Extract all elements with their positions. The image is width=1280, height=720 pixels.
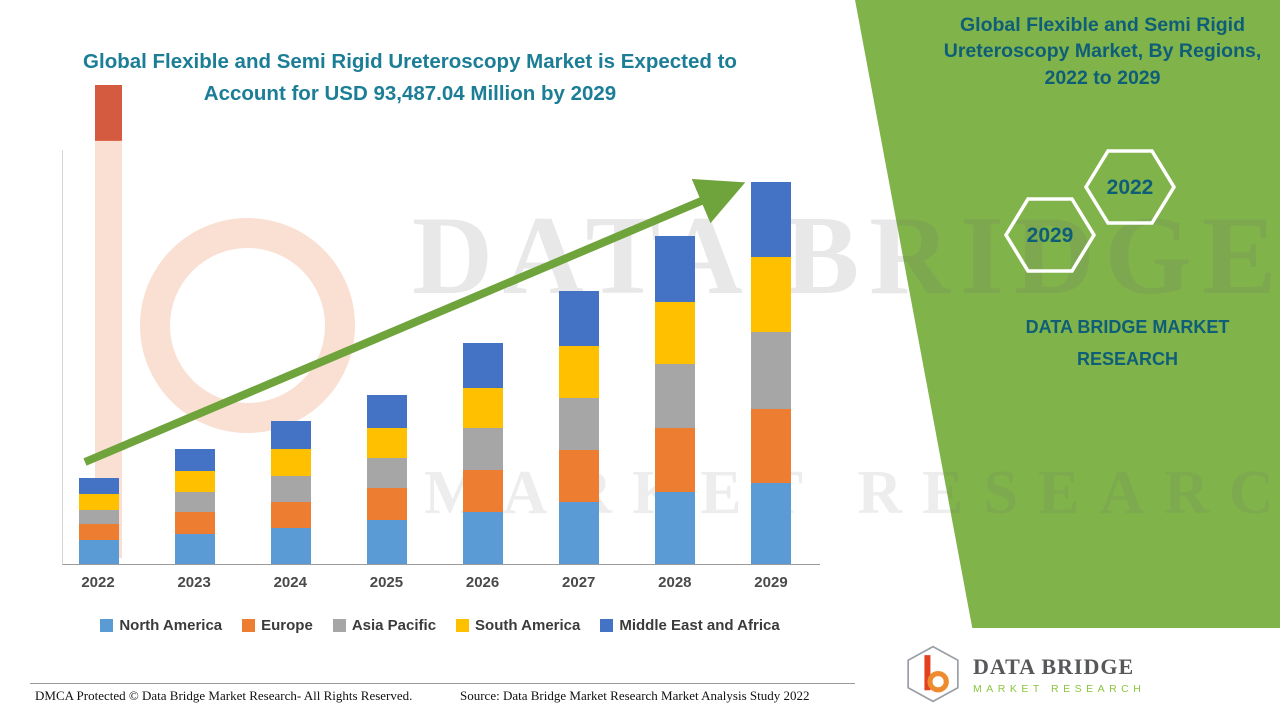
x-axis-label-2023: 2023: [177, 574, 211, 591]
stacked-bar-2028: [655, 235, 695, 564]
bar-segment-asia-pacific: [463, 427, 503, 471]
bar-segment-middle-east-and-africa: [751, 182, 791, 258]
hexagon-2022-label: 2022: [1107, 176, 1154, 199]
bar-segment-south-america: [463, 387, 503, 428]
logo-text-wrap: DATA BRIDGE MARKET RESEARCH: [973, 654, 1145, 695]
bar-segment-middle-east-and-africa: [79, 478, 119, 495]
bar-segment-middle-east-and-africa: [367, 394, 407, 429]
legend-label: Asia Pacific: [351, 617, 437, 634]
x-axis-label-2026: 2026: [465, 574, 500, 591]
chart-legend: North America Europe Asia Pacific South Ame…: [55, 617, 825, 634]
legend-swatch: [600, 619, 614, 632]
hexagon-2029: [1003, 197, 1097, 273]
bar-segment-europe: [79, 524, 119, 540]
hexagon-2029-label: 2029: [1027, 224, 1074, 247]
company-logo-block: DATA BRIDGE MARKET RESEARCH: [865, 628, 1280, 720]
watermark-text-databridge: DATA BRIDGE: [412, 194, 1280, 318]
legend-label: North America: [119, 617, 223, 634]
right-panel-title: Global Flexible and Semi Rigid Ureterosc…: [943, 14, 1262, 89]
watermark-logo-bar-top: [95, 85, 122, 141]
bar-segment-europe: [559, 450, 599, 502]
bar-segment-north-america: [271, 528, 311, 564]
bar-segment-south-america: [175, 471, 215, 493]
legend-item-middle-east-and-africa: Middle East and Africa: [600, 617, 780, 634]
bar-segment-europe: [367, 488, 407, 520]
page-title: Global Flexible and Semi Rigid Ureterosc…: [83, 50, 737, 105]
bar-segment-north-america: [463, 512, 503, 564]
bar-segment-asia-pacific: [367, 458, 407, 489]
bar-segment-south-america: [367, 428, 407, 459]
dmca-notice: DMCA Protected © Data Bridge Market Rese…: [35, 688, 413, 703]
stacked-bar-2025: [367, 394, 407, 564]
bar-segment-europe: [175, 512, 215, 535]
bar-segment-asia-pacific: [559, 398, 599, 451]
bar-segment-south-america: [655, 301, 695, 364]
logo-tagline: MARKET RESEARCH: [973, 682, 1146, 695]
legend-label: South America: [475, 617, 581, 634]
hexagon-2022: [1083, 149, 1177, 225]
bar-segment-north-america: [79, 539, 119, 564]
stacked-bar-2029: [751, 182, 791, 564]
stacked-bar-2023: [175, 449, 215, 564]
x-axis-label-2027: 2027: [562, 574, 596, 591]
stacked-bar-2022: [79, 478, 119, 564]
legend-item-north-america: North America: [100, 617, 222, 634]
stacked-bar-2026: [463, 343, 503, 564]
bar-segment-south-america: [79, 494, 119, 511]
x-axis-label-2028: 2028: [658, 574, 692, 591]
stacked-bars: [63, 150, 820, 564]
logo-wordmark: DATA BRIDGE: [973, 653, 1135, 679]
bar-segment-asia-pacific: [175, 492, 215, 513]
x-axis-label-2024: 2024: [273, 574, 307, 591]
bar-segment-asia-pacific: [751, 332, 791, 410]
trend-arrow-line: [83, 179, 746, 466]
x-axis-label-2022: 2022: [81, 574, 115, 591]
legend-swatch: [100, 619, 114, 632]
legend-swatch: [242, 619, 256, 632]
bar-segment-europe: [463, 470, 503, 513]
brand-name-text: DATA BRIDGE MARKET RESEARCH: [1025, 317, 1230, 369]
bar-segment-north-america: [751, 483, 791, 564]
bar-segment-europe: [655, 427, 695, 493]
footer-divider: [30, 683, 855, 684]
legend-item-europe: Europe: [242, 617, 313, 634]
stacked-bar-2027: [559, 291, 599, 564]
bar-segment-asia-pacific: [79, 510, 119, 525]
bar-segment-middle-east-and-africa: [655, 235, 695, 302]
legend-label: Middle East and Africa: [619, 617, 780, 634]
stacked-bar-2024: [271, 421, 311, 564]
year-hexagons: 2022 2029: [1003, 149, 1177, 273]
bar-segment-south-america: [559, 346, 599, 399]
bar-segment-north-america: [655, 492, 695, 564]
legend-item-south-america: South America: [456, 617, 580, 634]
bar-segment-north-america: [175, 534, 215, 564]
chart-plot-area: [62, 150, 820, 565]
bar-segment-north-america: [367, 519, 407, 564]
bar-segment-north-america: [559, 501, 599, 564]
bar-segment-asia-pacific: [655, 363, 695, 428]
bar-segment-middle-east-and-africa: [271, 421, 311, 450]
bar-segment-europe: [271, 501, 311, 528]
x-axis-label-2025: 2025: [369, 574, 404, 591]
bar-segment-middle-east-and-africa: [463, 343, 503, 388]
data-bridge-logo-icon: [907, 645, 959, 703]
legend-item-asia-pacific: Asia Pacific: [332, 617, 437, 634]
legend-label: Europe: [261, 617, 313, 634]
x-axis-label-2029: 2029: [754, 574, 788, 591]
trend-arrow: [83, 179, 746, 466]
x-axis-labels: 2022 2023 2024 2025 2026 2027 2028 2029: [62, 574, 820, 591]
legend-swatch: [332, 619, 346, 632]
bar-segment-south-america: [271, 449, 311, 476]
bar-segment-middle-east-and-africa: [559, 291, 599, 347]
bar-segment-middle-east-and-africa: [175, 449, 215, 472]
source-note: Source: Data Bridge Market Research Mark…: [460, 688, 810, 703]
bar-segment-south-america: [751, 257, 791, 333]
bar-segment-europe: [751, 409, 791, 484]
bar-segment-asia-pacific: [271, 475, 311, 502]
legend-swatch: [456, 619, 470, 632]
